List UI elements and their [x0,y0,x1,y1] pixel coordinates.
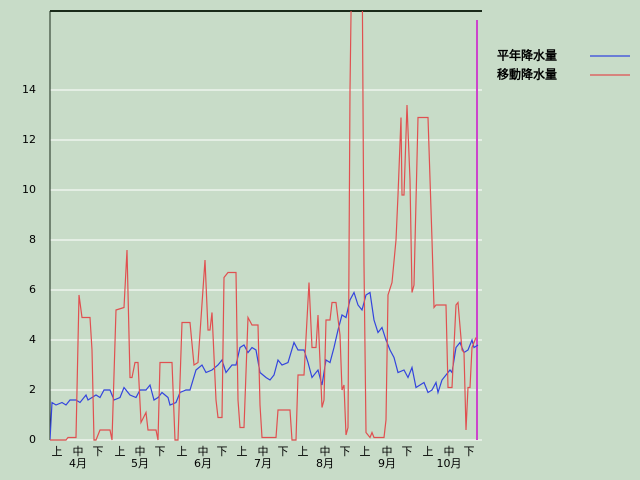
y-tick-label: 6 [29,283,36,296]
legend-label: 移動降水量 [497,67,557,82]
month-label: 8月 [316,457,334,470]
x-tick-label: 上 [177,445,188,458]
y-tick-label: 14 [22,83,36,96]
x-tick-label: 中 [73,445,84,458]
data-line [50,11,477,441]
x-tick-label: 中 [198,445,209,458]
y-tick-label: 4 [29,333,36,346]
month-label: 5月 [131,457,149,470]
x-tick-label: 上 [52,445,63,458]
x-tick-label: 上 [298,445,309,458]
x-tick-label: 下 [402,445,413,458]
x-tick-label: 下 [93,445,104,458]
month-label: 9月 [378,457,396,470]
x-tick-label: 中 [444,445,455,458]
x-tick-label: 中 [258,445,269,458]
y-tick-label: 2 [29,383,36,396]
x-tick-label: 上 [115,445,126,458]
month-label: 6月 [194,457,212,470]
y-tick-label: 10 [22,183,36,196]
x-tick-label: 下 [464,445,475,458]
y-tick-label: 12 [22,133,36,146]
x-tick-label: 下 [278,445,289,458]
plot-area [50,11,479,441]
x-tick-label: 上 [423,445,434,458]
x-tick-label: 下 [340,445,351,458]
month-label: 7月 [254,457,272,470]
x-tick-label: 中 [382,445,393,458]
x-tick-label: 上 [237,445,248,458]
x-tick-label: 上 [360,445,371,458]
month-label: 4月 [69,457,87,470]
month-label: 10月 [437,457,462,470]
data-line [50,290,479,441]
x-tick-label: 下 [155,445,166,458]
y-tick-label: 0 [29,433,36,446]
legend-label: 平年降水量 [497,48,557,63]
x-tick-label: 下 [217,445,228,458]
x-tick-label: 中 [320,445,331,458]
y-tick-label: 8 [29,233,36,246]
x-tick-label: 中 [135,445,146,458]
